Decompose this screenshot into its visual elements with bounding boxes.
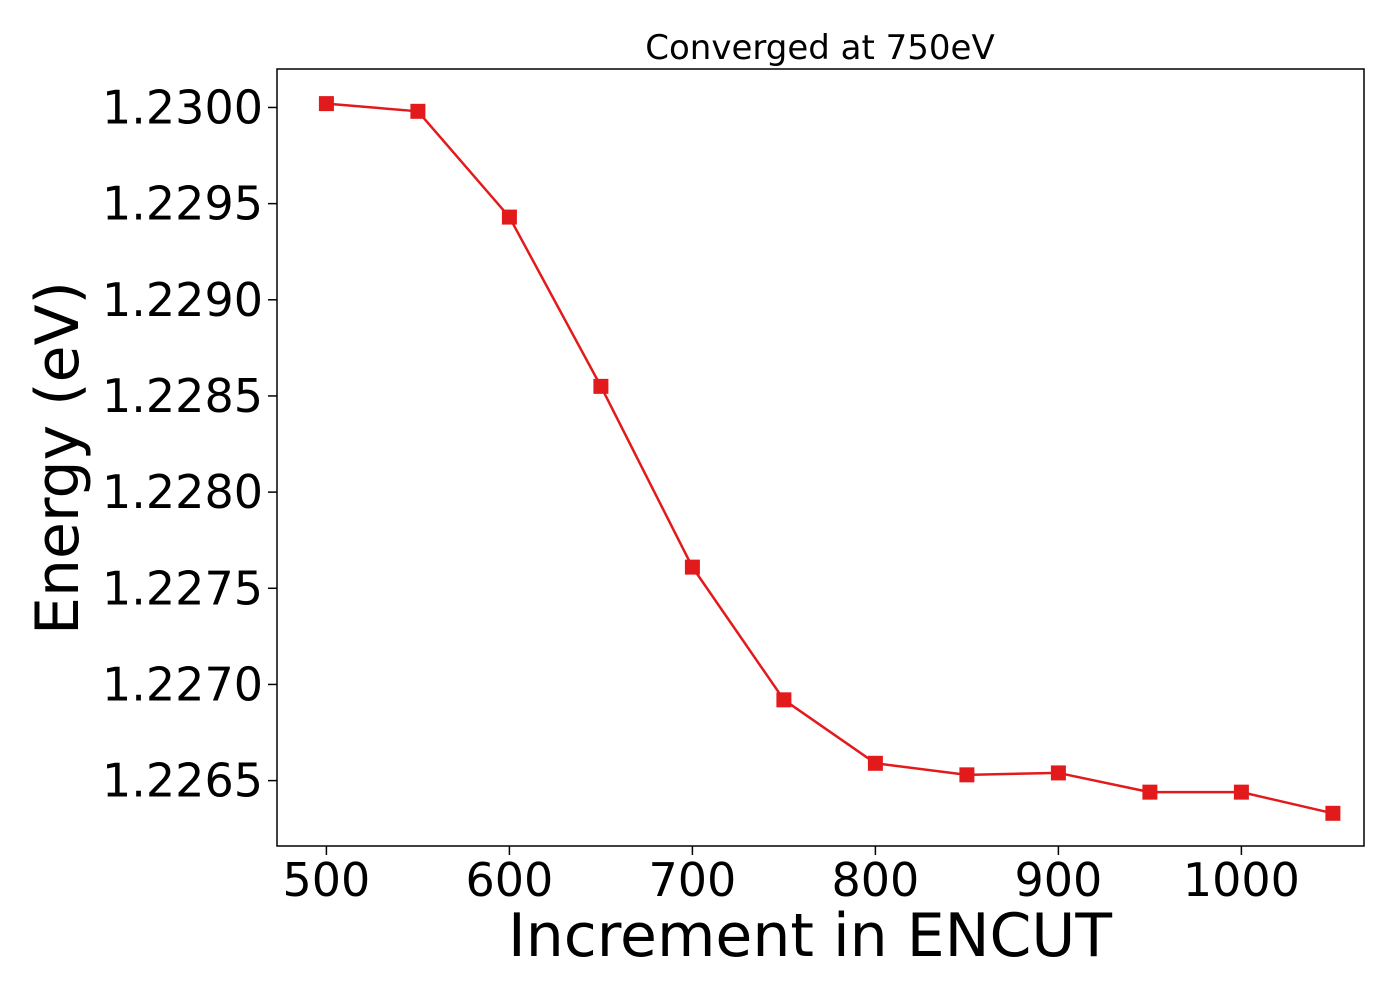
x-tick-label: 1000 bbox=[1183, 853, 1300, 907]
y-tick-label: 1.2280 bbox=[102, 465, 263, 519]
y-tick-label: 1.2270 bbox=[102, 657, 263, 711]
data-point-marker bbox=[684, 559, 700, 575]
series-line bbox=[326, 102, 1334, 815]
y-tick-label: 1.2285 bbox=[102, 369, 263, 423]
x-axis-label: Increment in ENCUT bbox=[508, 901, 1112, 971]
plot-frame bbox=[276, 68, 1365, 847]
data-point-marker bbox=[593, 378, 609, 394]
y-tick-label: 1.2265 bbox=[102, 754, 263, 808]
data-point-marker bbox=[318, 96, 334, 112]
data-point-marker bbox=[501, 209, 517, 225]
data-point-marker bbox=[1233, 784, 1249, 800]
x-axis: 500 600 700 800 900 1000 bbox=[283, 846, 1300, 907]
chart-title: Converged at 750eV bbox=[645, 28, 994, 68]
x-tick-label: 600 bbox=[465, 853, 553, 907]
data-point-marker bbox=[776, 692, 792, 708]
x-tick-label: 900 bbox=[1014, 853, 1102, 907]
y-axis-label: Energy (eV) bbox=[23, 281, 93, 635]
data-point-marker bbox=[1325, 805, 1341, 821]
x-tick-label: 700 bbox=[648, 853, 736, 907]
data-point-marker bbox=[410, 103, 426, 119]
plot-series bbox=[318, 96, 1341, 821]
data-point-marker bbox=[1142, 784, 1158, 800]
data-point-marker bbox=[1050, 765, 1066, 781]
x-tick-label: 500 bbox=[283, 853, 371, 907]
y-axis: 1.2265 1.2270 1.2275 1.2280 1.2285 1.2290 1.22… bbox=[102, 80, 277, 808]
y-tick-label: 1.2295 bbox=[102, 177, 263, 231]
y-tick-label: 1.2290 bbox=[102, 273, 263, 327]
x-tick-label: 800 bbox=[831, 853, 919, 907]
y-tick-label: 1.2275 bbox=[102, 561, 263, 615]
y-tick-label: 1.2300 bbox=[102, 80, 263, 134]
data-point-marker bbox=[867, 755, 883, 771]
data-point-marker bbox=[959, 767, 975, 783]
